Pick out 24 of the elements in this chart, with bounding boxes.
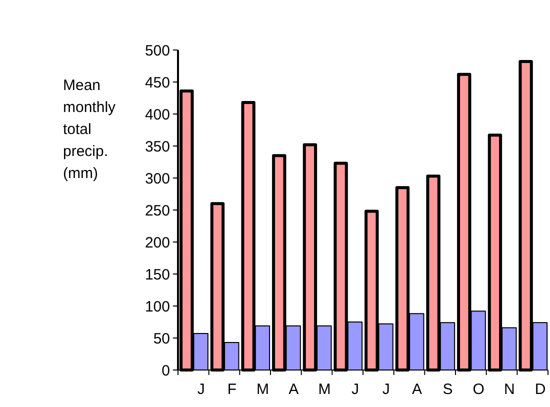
y-tick-label: 500 — [144, 42, 170, 60]
y-axis-title: Mean monthly total precip. (mm) — [63, 77, 116, 182]
y-tick-label: 150 — [144, 266, 170, 284]
y-tick-label: 450 — [144, 74, 170, 92]
x-tick-label: J — [197, 381, 205, 398]
x-tick-label: J — [352, 381, 360, 398]
x-tick-label: N — [504, 381, 515, 398]
x-tick-label: D — [534, 381, 546, 398]
y-tick-label: 350 — [144, 138, 170, 156]
y-tick-label: 250 — [144, 202, 170, 220]
y-tick-label: 400 — [144, 106, 170, 124]
x-tick-label: J — [382, 381, 390, 398]
x-tick-label: S — [442, 381, 453, 398]
y-tick-label: 50 — [153, 330, 170, 348]
y-tick-label: 200 — [144, 234, 170, 252]
y-tick-label: 300 — [144, 170, 170, 188]
x-tick-label: F — [227, 381, 237, 398]
y-tick-label: 100 — [144, 298, 170, 316]
x-tick-label: M — [318, 381, 331, 398]
y-tick-label: 0 — [162, 362, 170, 380]
x-tick-label: O — [472, 381, 484, 398]
x-tick-label: A — [412, 381, 422, 398]
x-tick-label: M — [256, 381, 270, 398]
x-tick-label: A — [288, 381, 299, 398]
